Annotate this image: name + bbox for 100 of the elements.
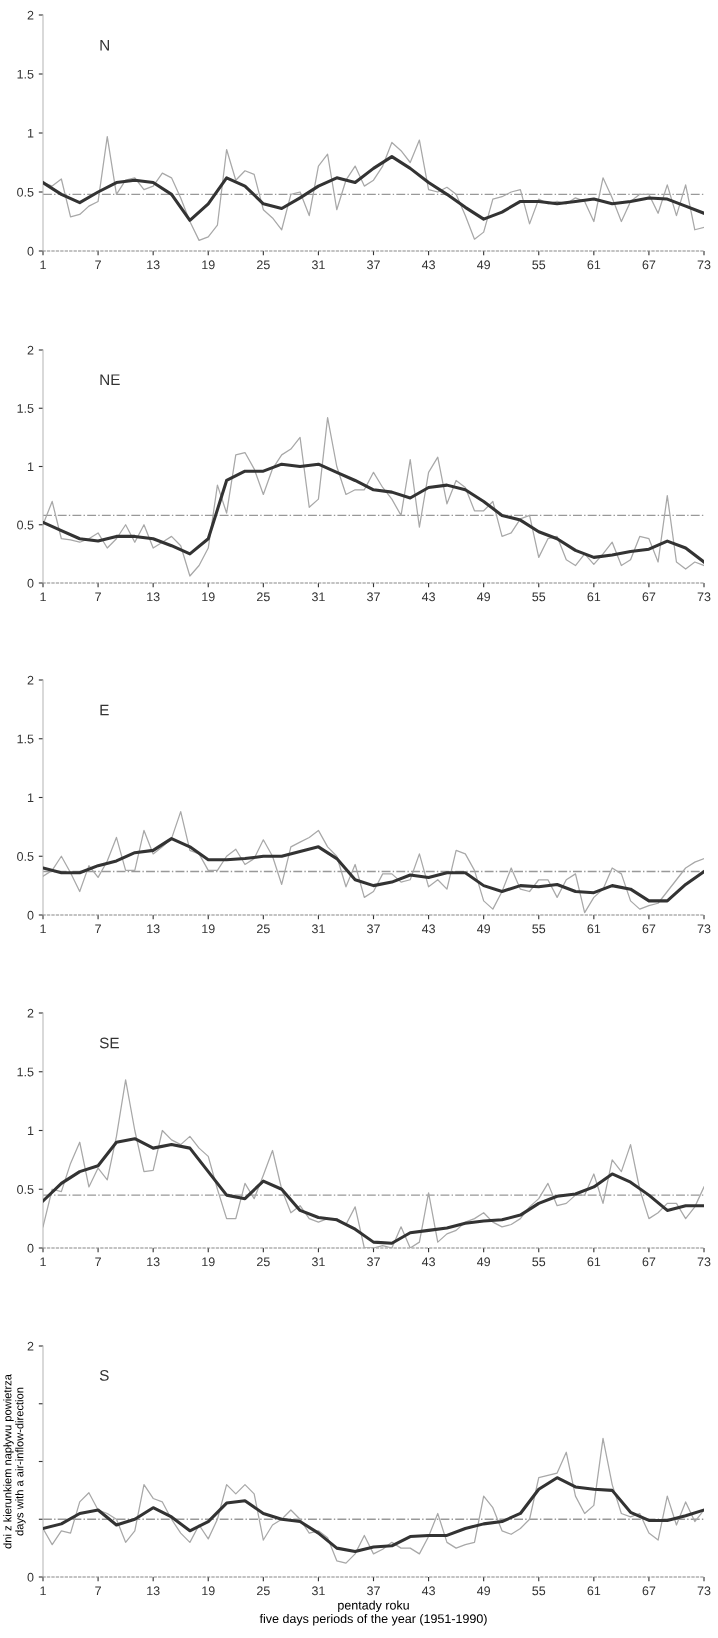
x-tick-label: 67 <box>642 1586 656 1596</box>
text: SE <box>99 1037 119 1049</box>
x-tick-label: 73 <box>697 592 711 602</box>
x-tick-label: 1 <box>40 924 46 934</box>
x-tick-label: 13 <box>147 260 160 270</box>
text: NE <box>100 374 120 385</box>
x-tick-label: 25 <box>257 260 270 270</box>
x-tick-label: 19 <box>202 924 215 934</box>
x-tick-label: 7 <box>95 592 101 602</box>
x-tick-label: 61 <box>587 592 601 602</box>
y-tick-label: 1 <box>27 793 34 803</box>
y-tick-label: 1 <box>27 462 34 472</box>
x-tick-label: 61 <box>587 260 601 270</box>
y-tick-label: 0.5 <box>17 520 34 530</box>
line-series <box>43 1437 704 1564</box>
line-series <box>43 810 704 914</box>
x-tick-label: 31 <box>311 1586 325 1596</box>
x-tick-label: 7 <box>95 1257 101 1267</box>
x-tick-label: 67 <box>642 260 656 270</box>
x-tick-label: 43 <box>421 1586 435 1596</box>
x-tick-label: 73 <box>697 260 711 270</box>
x-tick-label: 25 <box>257 1586 270 1596</box>
y-tick-label: 2 <box>27 345 34 355</box>
y-tick-label: 1 <box>27 128 34 138</box>
x-tick-label: 49 <box>477 592 491 602</box>
x-tick-label: 73 <box>697 924 711 934</box>
x-tick-label: 43 <box>421 592 435 602</box>
x-tick-label: 67 <box>642 924 656 934</box>
y-tick-label: 0.5 <box>17 1185 34 1194</box>
x-tick-label: 13 <box>147 1586 160 1596</box>
x-tick-label: 13 <box>147 1257 160 1267</box>
y-tick-label: 0.5 <box>17 187 34 197</box>
x-tick-label: 55 <box>532 1586 546 1596</box>
y-tick-label: 0 <box>27 578 34 588</box>
x-tick-label: 19 <box>202 1257 215 1267</box>
line-series <box>43 1137 704 1245</box>
y-tick-label: 1.5 <box>17 1067 34 1077</box>
x-tick-label: 37 <box>367 924 380 934</box>
x-tick-label: 43 <box>421 1257 435 1267</box>
x-axis-title: pentady roku five days periods of the year (1951-1990) <box>259 1600 487 1626</box>
x-tick-label: 31 <box>311 1257 325 1267</box>
x-tick-label: 49 <box>477 1586 491 1596</box>
x-tick-label: 67 <box>642 592 656 602</box>
x-tick-label: 61 <box>587 1586 601 1596</box>
y-tick-label: 1.5 <box>17 404 34 413</box>
line-series <box>43 837 704 903</box>
text: E <box>100 704 109 716</box>
x-tick-label: 55 <box>532 924 546 934</box>
x-tick-label: 61 <box>587 1257 601 1267</box>
x-tick-label: 31 <box>311 592 325 602</box>
x-tick-label: 7 <box>95 924 101 934</box>
x-tick-label: 43 <box>421 924 435 934</box>
y-tick-label: 2 <box>27 1341 34 1351</box>
x-tick-label: 25 <box>257 592 270 602</box>
x-tick-label: 19 <box>202 1586 215 1596</box>
x-tick-label: 1 <box>40 260 46 270</box>
y-tick-label: 0 <box>27 910 34 920</box>
line-series <box>43 416 704 577</box>
x-tick-label: 49 <box>477 260 491 270</box>
text: S <box>99 1369 109 1381</box>
x-tick-label: 1 <box>40 592 46 602</box>
x-tick-label: 73 <box>697 1586 711 1596</box>
x-tick-label: 25 <box>257 924 270 934</box>
y-tick-label: 1.5 <box>17 69 34 79</box>
x-tick-label: 55 <box>532 1257 546 1267</box>
x-tick-label: 43 <box>421 260 435 270</box>
y-tick-label: 0.5 <box>17 852 34 861</box>
x-tick-label: 7 <box>95 260 101 270</box>
x-tick-label: 1 <box>40 1257 46 1267</box>
y-tick-label: 1.5 <box>17 734 34 744</box>
x-tick-label: 55 <box>532 260 546 270</box>
x-tick-label: 25 <box>257 1257 270 1267</box>
x-tick-label: 61 <box>587 924 601 934</box>
y-tick-label: 1 <box>27 1126 34 1136</box>
y-axis-title: dni z kierunkiem napływu powietrza days with a air-inflow-direction <box>3 1374 26 1549</box>
y-tick-label: 0 <box>27 1572 34 1582</box>
x-tick-label: 31 <box>311 260 325 270</box>
x-tick-label: 13 <box>147 924 160 934</box>
x-tick-label: 37 <box>367 1257 380 1267</box>
x-tick-label: 55 <box>532 592 546 602</box>
x-tick-label: 31 <box>311 924 325 934</box>
x-tick-label: 7 <box>95 1586 101 1596</box>
x-tick-label: 19 <box>202 592 215 602</box>
y-tick-label: 0 <box>27 246 34 256</box>
x-tick-label: 37 <box>367 260 380 270</box>
y-tick-label: 2 <box>27 675 34 685</box>
y-tick-label: 2 <box>27 1008 34 1018</box>
x-tick-label: 37 <box>367 592 380 602</box>
line-series <box>43 1079 704 1248</box>
x-tick-label: 49 <box>477 924 491 934</box>
x-tick-label: 49 <box>477 1257 491 1267</box>
line-series <box>43 155 704 222</box>
text: N <box>100 39 109 51</box>
y-tick-label: 0 <box>27 1243 34 1253</box>
x-tick-label: 1 <box>40 1586 46 1596</box>
x-tick-label: 19 <box>202 260 215 270</box>
y-tick-label: 2 <box>27 10 34 20</box>
x-tick-label: 37 <box>367 1586 380 1596</box>
x-tick-label: 67 <box>642 1257 656 1267</box>
x-tick-label: 73 <box>697 1257 711 1267</box>
